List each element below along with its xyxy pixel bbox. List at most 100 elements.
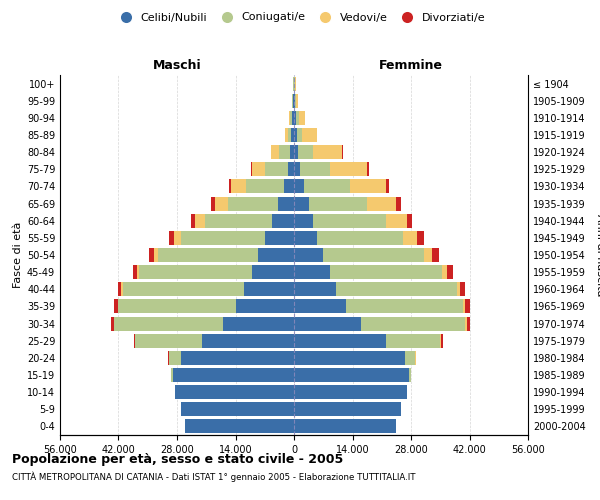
Bar (405, 351, 415, 365)
Bar (294, 265, 329, 279)
Bar (302, 128, 317, 142)
Bar (133, 265, 137, 279)
Bar (295, 94, 296, 108)
Bar (294, 334, 386, 347)
Bar (346, 300, 463, 314)
Bar (329, 162, 367, 176)
Bar (259, 248, 294, 262)
Bar (284, 180, 294, 194)
Bar (424, 248, 432, 262)
Bar (294, 351, 405, 365)
Bar (465, 300, 470, 314)
Bar (294, 128, 297, 142)
Bar (211, 196, 215, 210)
Bar (112, 316, 114, 330)
Bar (154, 248, 158, 262)
Bar (294, 385, 407, 399)
Bar (118, 282, 121, 296)
Bar (407, 214, 412, 228)
Bar (265, 162, 288, 176)
Bar (297, 128, 302, 142)
Bar (252, 265, 294, 279)
Bar (296, 94, 298, 108)
Bar (121, 282, 122, 296)
Bar (171, 368, 173, 382)
Bar (466, 316, 467, 330)
Bar (417, 231, 424, 245)
Legend: Celibi/Nubili, Coniugati/e, Vedovi/e, Divorziati/e: Celibi/Nubili, Coniugati/e, Vedovi/e, Di… (110, 8, 490, 27)
Bar (288, 162, 294, 176)
Bar (294, 248, 323, 262)
Text: Popolazione per età, sesso e stato civile - 2005: Popolazione per età, sesso e stato civil… (12, 452, 343, 466)
Bar (317, 231, 403, 245)
Bar (169, 351, 181, 365)
Bar (278, 196, 294, 210)
Bar (313, 214, 386, 228)
Bar (442, 265, 448, 279)
Bar (294, 316, 361, 330)
Bar (342, 145, 343, 159)
Bar (367, 196, 397, 210)
Bar (289, 111, 290, 125)
Bar (295, 76, 296, 90)
Bar (294, 402, 401, 416)
Bar (463, 300, 465, 314)
Bar (409, 368, 410, 382)
Bar (122, 282, 244, 296)
Bar (115, 316, 223, 330)
Bar (191, 214, 195, 228)
Bar (294, 368, 409, 382)
Bar (293, 94, 294, 108)
Bar (294, 300, 346, 314)
Bar (299, 111, 305, 125)
Bar (235, 300, 294, 314)
Bar (173, 368, 294, 382)
Bar (440, 334, 441, 347)
Bar (229, 180, 232, 194)
Bar (403, 231, 417, 245)
Bar (329, 265, 442, 279)
Bar (296, 111, 299, 125)
Bar (271, 145, 278, 159)
Bar (228, 196, 278, 210)
Bar (251, 162, 252, 176)
Bar (467, 316, 470, 330)
Bar (244, 282, 294, 296)
Bar (294, 180, 304, 194)
Bar (288, 128, 292, 142)
Bar (149, 248, 154, 262)
Bar (367, 162, 369, 176)
Bar (294, 111, 296, 125)
Bar (313, 145, 342, 159)
Bar (232, 180, 246, 194)
Bar (181, 351, 294, 365)
Bar (139, 265, 252, 279)
Bar (181, 231, 265, 245)
Bar (457, 282, 460, 296)
Text: CITTÀ METROPOLITANA DI CATANIA - Dati ISTAT 1° gennaio 2005 - Elaborazione TUTTI: CITTÀ METROPOLITANA DI CATANIA - Dati IS… (12, 471, 415, 482)
Bar (292, 111, 294, 125)
Bar (397, 196, 401, 210)
Bar (294, 94, 295, 108)
Bar (181, 402, 294, 416)
Bar (308, 196, 367, 210)
Bar (265, 231, 294, 245)
Bar (294, 196, 308, 210)
Text: Femmine: Femmine (379, 58, 443, 71)
Bar (118, 300, 235, 314)
Bar (361, 316, 466, 330)
Bar (294, 214, 313, 228)
Bar (246, 180, 284, 194)
Bar (290, 145, 294, 159)
Bar (292, 94, 293, 108)
Bar (448, 265, 453, 279)
Bar (205, 214, 272, 228)
Bar (185, 420, 294, 434)
Bar (223, 316, 294, 330)
Bar (336, 282, 457, 296)
Bar (272, 214, 294, 228)
Bar (298, 145, 313, 159)
Y-axis label: Anni di nascita: Anni di nascita (595, 214, 600, 296)
Bar (294, 282, 336, 296)
Bar (158, 248, 259, 262)
